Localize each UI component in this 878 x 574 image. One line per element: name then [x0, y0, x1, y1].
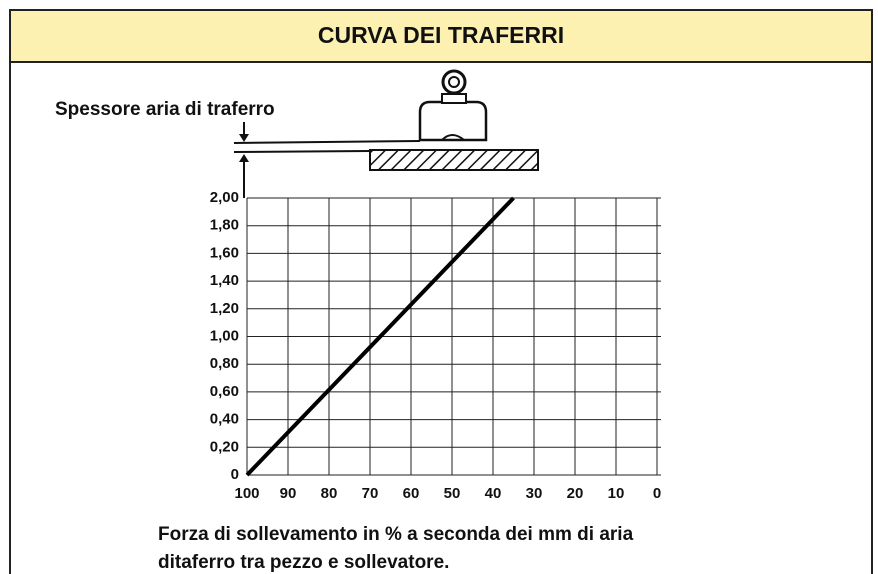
y-tick-label: 1,40: [210, 272, 239, 289]
header-band: [9, 9, 873, 63]
x-tick-label: 20: [567, 485, 584, 502]
y-tick-label: 0,80: [210, 355, 239, 372]
x-tick-label: 60: [403, 485, 420, 502]
y-tick-label: 0,20: [210, 438, 239, 455]
caption-line: ditaferro tra pezzo e sollevatore.: [158, 552, 449, 573]
annotation: Spessore aria di traferro: [55, 99, 275, 120]
magnet-illustration: [233, 69, 539, 198]
y-tick-label: 0,40: [210, 411, 239, 428]
y-tick-label: 1,20: [210, 300, 239, 317]
chart-title: CURVA DEI TRAFERRI: [318, 22, 564, 48]
data-line: [245, 196, 515, 477]
x-tick-label: 100: [234, 485, 259, 502]
y-tick-label: 0: [231, 466, 239, 483]
caption-line: Forza di sollevamento in % a seconda dei…: [158, 524, 634, 545]
y-tick-label: 1,80: [210, 217, 239, 234]
y-tick-label: 1,00: [210, 327, 239, 344]
x-tick-label: 0: [653, 485, 661, 502]
x-tick-label: 30: [526, 485, 543, 502]
x-tick-label: 90: [280, 485, 297, 502]
y-tick-label: 0,60: [210, 383, 239, 400]
y-tick-label: 1,60: [210, 244, 239, 261]
x-tick-label: 50: [444, 485, 461, 502]
x-tick-label: 80: [321, 485, 338, 502]
y-tick-label: 2,00: [210, 189, 239, 206]
x-tick-label: 10: [608, 485, 625, 502]
x-tick-label: 70: [362, 485, 379, 502]
x-tick-label: 40: [485, 485, 502, 502]
